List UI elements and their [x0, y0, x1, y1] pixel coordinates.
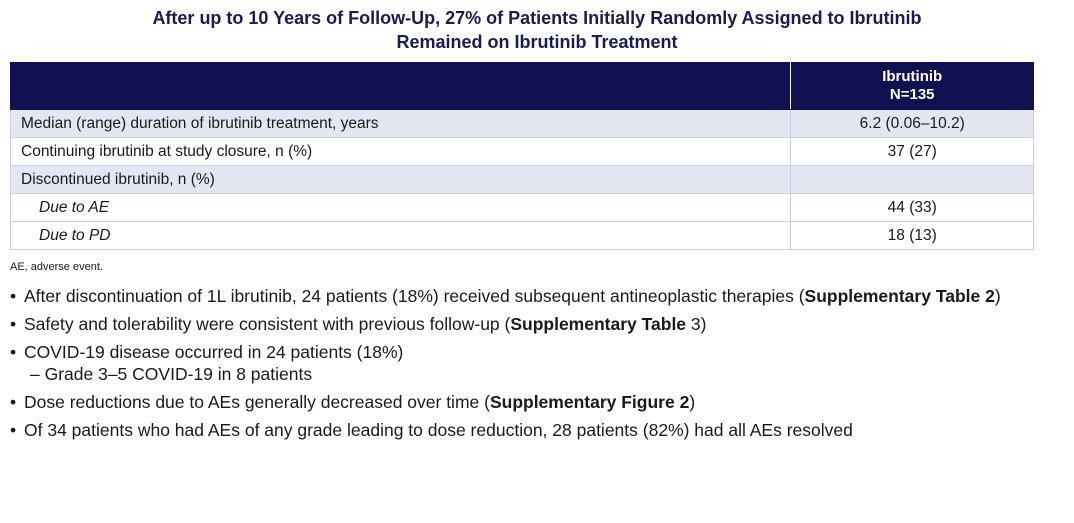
- header-arm-n: N=135: [889, 86, 935, 103]
- table-row: Continuing ibrutinib at study closure, n…: [9, 137, 1034, 166]
- row-value: [790, 165, 1034, 194]
- bullet-text: COVID-19 disease occurred in 24 patients…: [24, 342, 404, 362]
- row-label: Continuing ibrutinib at study closure, n…: [9, 137, 792, 166]
- bullet-text-part: ): [994, 286, 1001, 306]
- table-footnote: AE, adverse event.: [10, 261, 103, 273]
- row-label: Due to PD: [9, 221, 792, 250]
- table-header-row: Ibrutinib N=135: [9, 62, 1034, 110]
- title-line-2: Remained on Ibrutinib Treatment: [396, 32, 678, 52]
- bullet-reference: Supplementary Table: [510, 314, 687, 334]
- bullet-text-part: Dose reductions due to AEs generally dec…: [24, 392, 490, 412]
- table-row: Due to PD 18 (13): [9, 221, 1034, 250]
- bullet-text: Dose reductions due to AEs generally dec…: [24, 391, 1060, 413]
- bullet-glyph: •: [10, 314, 17, 334]
- row-label: Discontinued ibrutinib, n (%): [9, 165, 792, 194]
- table-row: Due to AE 44 (33): [9, 193, 1034, 222]
- bullet-glyph: •: [10, 392, 17, 412]
- bullet-reference: Supplementary Table 2: [804, 286, 995, 306]
- bullet-item: • After discontinuation of 1L ibrutinib,…: [10, 285, 1060, 307]
- bullet-list: • After discontinuation of 1L ibrutinib,…: [10, 285, 1060, 447]
- bullet-item: • Dose reductions due to AEs generally d…: [10, 391, 1060, 413]
- table-row: Discontinued ibrutinib, n (%): [9, 165, 1034, 194]
- row-value: 37 (27): [790, 137, 1034, 166]
- row-value: 18 (13): [790, 221, 1034, 250]
- bullet-glyph: •: [10, 342, 17, 362]
- header-label-cell: [9, 62, 792, 110]
- row-value: 6.2 (0.06–10.2): [790, 109, 1034, 138]
- bullet-text-part: Safety and tolerability were consistent …: [24, 314, 511, 334]
- row-label: Due to AE: [9, 193, 792, 222]
- bullet-item: • Of 34 patients who had AEs of any grad…: [10, 419, 1060, 441]
- title-line-1: After up to 10 Years of Follow-Up, 27% o…: [152, 8, 922, 28]
- ibrutinib-treatment-table: Ibrutinib N=135 Median (range) duration …: [9, 62, 1034, 250]
- bullet-text-part: After discontinuation of 1L ibrutinib, 2…: [24, 286, 805, 306]
- row-label: Median (range) duration of ibrutinib tre…: [9, 109, 792, 138]
- bullet-text-part: 3): [686, 314, 707, 334]
- bullet-glyph: •: [10, 286, 17, 306]
- sub-bullet-item: – Grade 3–5 COVID-19 in 8 patients: [30, 364, 313, 384]
- row-value: 44 (33): [790, 193, 1034, 222]
- bullet-text: Safety and tolerability were consistent …: [24, 313, 1060, 335]
- page-title: After up to 10 Years of Follow-Up, 27% o…: [0, 6, 1074, 54]
- bullet-item: • Safety and tolerability were consisten…: [10, 313, 1060, 335]
- header-arm-name: Ibrutinib: [882, 68, 943, 85]
- header-ibrutinib-cell: Ibrutinib N=135: [790, 62, 1034, 110]
- bullet-reference: Supplementary Figure 2: [489, 392, 690, 412]
- bullet-text: After discontinuation of 1L ibrutinib, 2…: [24, 285, 1060, 307]
- bullet-glyph: •: [10, 420, 17, 440]
- bullet-item: • COVID-19 disease occurred in 24 patien…: [10, 341, 1060, 363]
- bullet-text-part: ): [689, 392, 696, 412]
- table-row: Median (range) duration of ibrutinib tre…: [9, 109, 1034, 138]
- bullet-text: Of 34 patients who had AEs of any grade …: [24, 420, 853, 440]
